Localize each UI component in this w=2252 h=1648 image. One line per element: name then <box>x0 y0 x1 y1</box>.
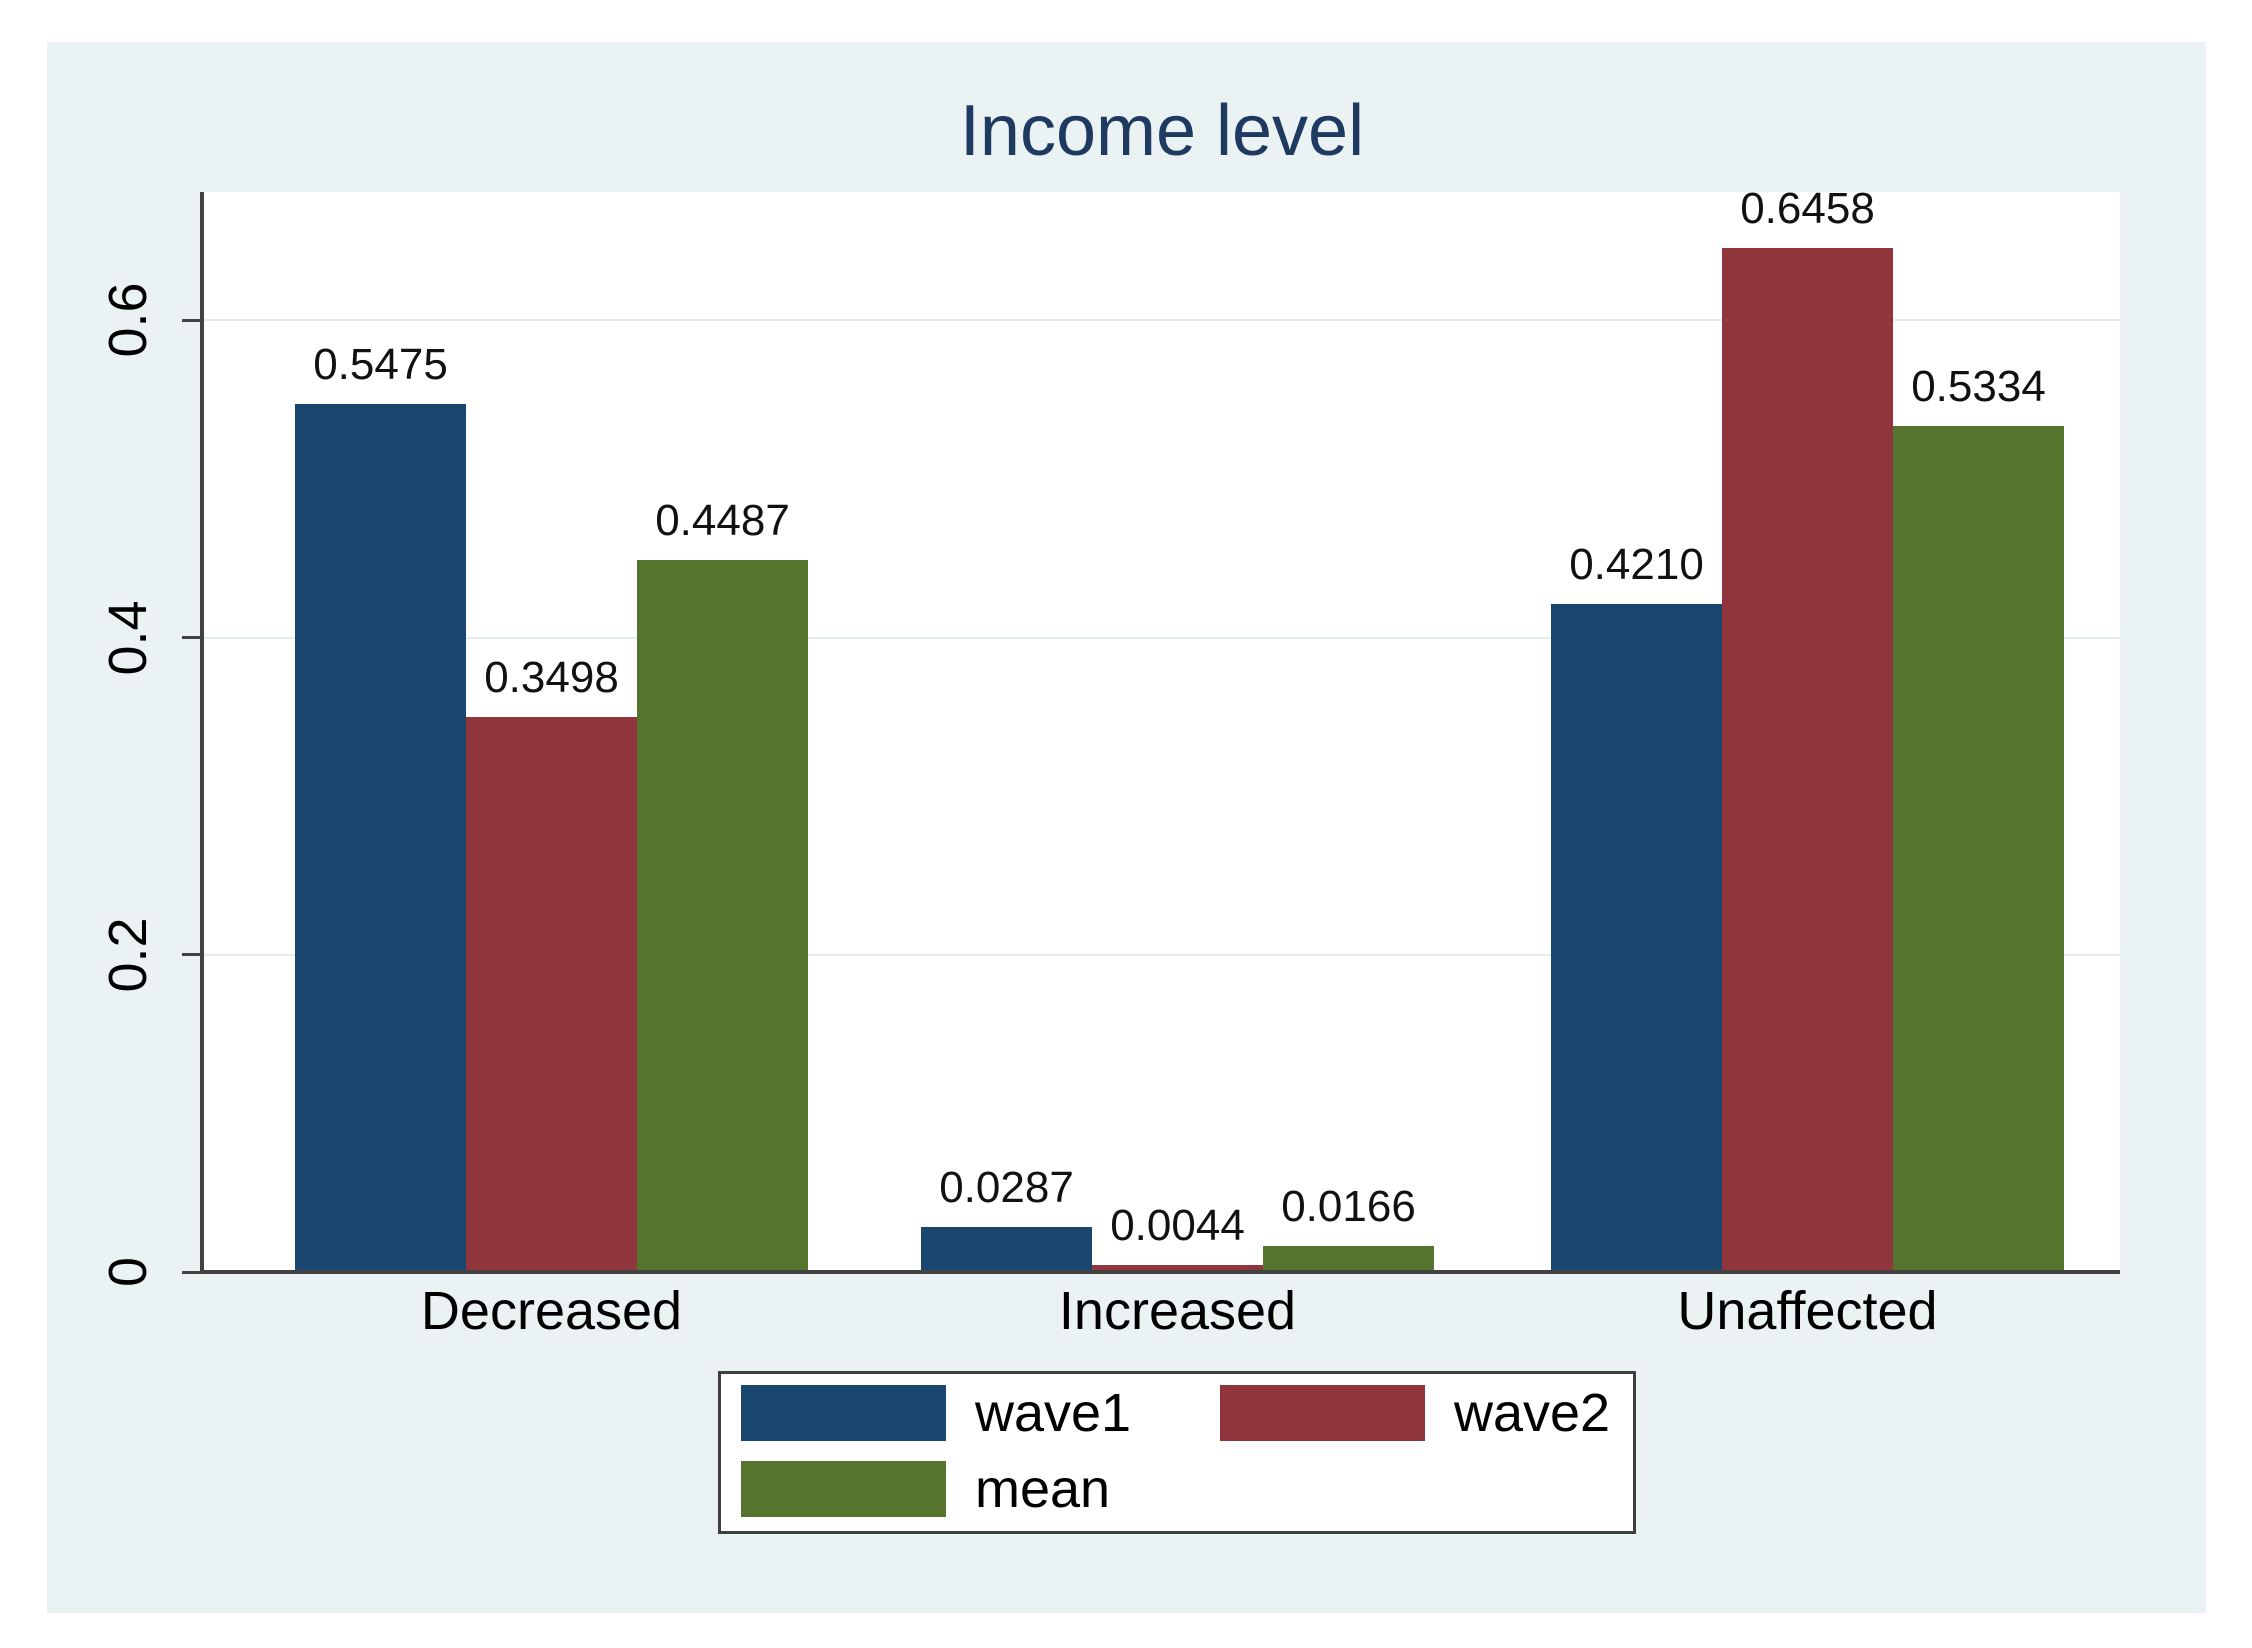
legend-item-mean: mean <box>741 1458 1220 1520</box>
y-axis-tick-0 <box>182 1270 204 1274</box>
y-tick-label-0.6: 0.6 <box>98 282 158 358</box>
x-axis-line <box>200 1270 2120 1274</box>
value-label-mean-decreased: 0.4487 <box>655 496 790 546</box>
y-tick-label-0.4: 0.4 <box>98 600 158 676</box>
legend-row: wave1 wave2 <box>741 1382 1633 1444</box>
chart-title: Income level <box>959 91 1365 171</box>
chart-canvas: Income level 0.5475 0.3498 0.4487 0.0287 0.0… <box>47 42 2206 1613</box>
value-label-wave2-increased: 0.0044 <box>1110 1201 1245 1251</box>
value-label-wave2-unaffected: 0.6458 <box>1740 183 1875 233</box>
gridline-0.2 <box>204 953 2120 956</box>
x-axis-label-increased: Increased <box>1058 1281 1297 1341</box>
gridline-0.6 <box>204 319 2120 322</box>
x-axis-label-decreased: Decreased <box>420 1281 683 1341</box>
value-label-wave1-increased: 0.0287 <box>939 1162 1074 1212</box>
y-tick-label-0.2: 0.2 <box>98 917 158 993</box>
legend-label-wave1: wave1 <box>975 1383 1132 1443</box>
y-axis-tick-0.6 <box>182 318 204 322</box>
legend: wave1 wave2 mean <box>718 1371 1636 1534</box>
bar-mean-increased <box>1263 1245 1434 1272</box>
bar-wave2-increased <box>1092 1265 1263 1272</box>
value-label-mean-unaffected: 0.5334 <box>1911 362 2046 412</box>
legend-label-wave2: wave2 <box>1454 1383 1611 1443</box>
gridline-0.4 <box>204 636 2120 639</box>
legend-label-mean: mean <box>975 1459 1111 1519</box>
value-label-wave1-unaffected: 0.4210 <box>1569 540 1704 590</box>
legend-item-wave2: wave2 <box>1220 1382 1699 1444</box>
y-axis-tick-0.4 <box>182 636 204 640</box>
x-axis-label-unaffected: Unaffected <box>1677 1281 1938 1341</box>
legend-item-wave1: wave1 <box>741 1382 1220 1444</box>
plot-area: 0.5475 0.3498 0.4487 0.0287 0.0044 0.0166 0.42… <box>204 184 2120 1272</box>
y-axis-line <box>200 192 204 1274</box>
bar-mean-unaffected <box>1893 426 2064 1272</box>
value-label-wave2-decreased: 0.3498 <box>484 653 619 703</box>
bar-wave2-decreased <box>466 717 637 1272</box>
legend-row: mean <box>741 1458 1633 1520</box>
y-tick-label-0: 0 <box>98 1256 158 1288</box>
value-label-mean-increased: 0.0166 <box>1281 1181 1416 1231</box>
bar-wave1-increased <box>921 1226 1092 1272</box>
legend-swatch-wave1 <box>741 1385 946 1441</box>
legend-swatch-mean <box>741 1461 946 1517</box>
bar-wave1-unaffected <box>1551 604 1722 1272</box>
bar-wave1-decreased <box>295 403 466 1272</box>
bar-mean-decreased <box>637 560 808 1272</box>
legend-swatch-wave2 <box>1220 1385 1425 1441</box>
bar-wave2-unaffected <box>1722 247 1893 1272</box>
value-label-wave1-decreased: 0.5475 <box>313 339 448 389</box>
y-axis-tick-0.2 <box>182 953 204 957</box>
